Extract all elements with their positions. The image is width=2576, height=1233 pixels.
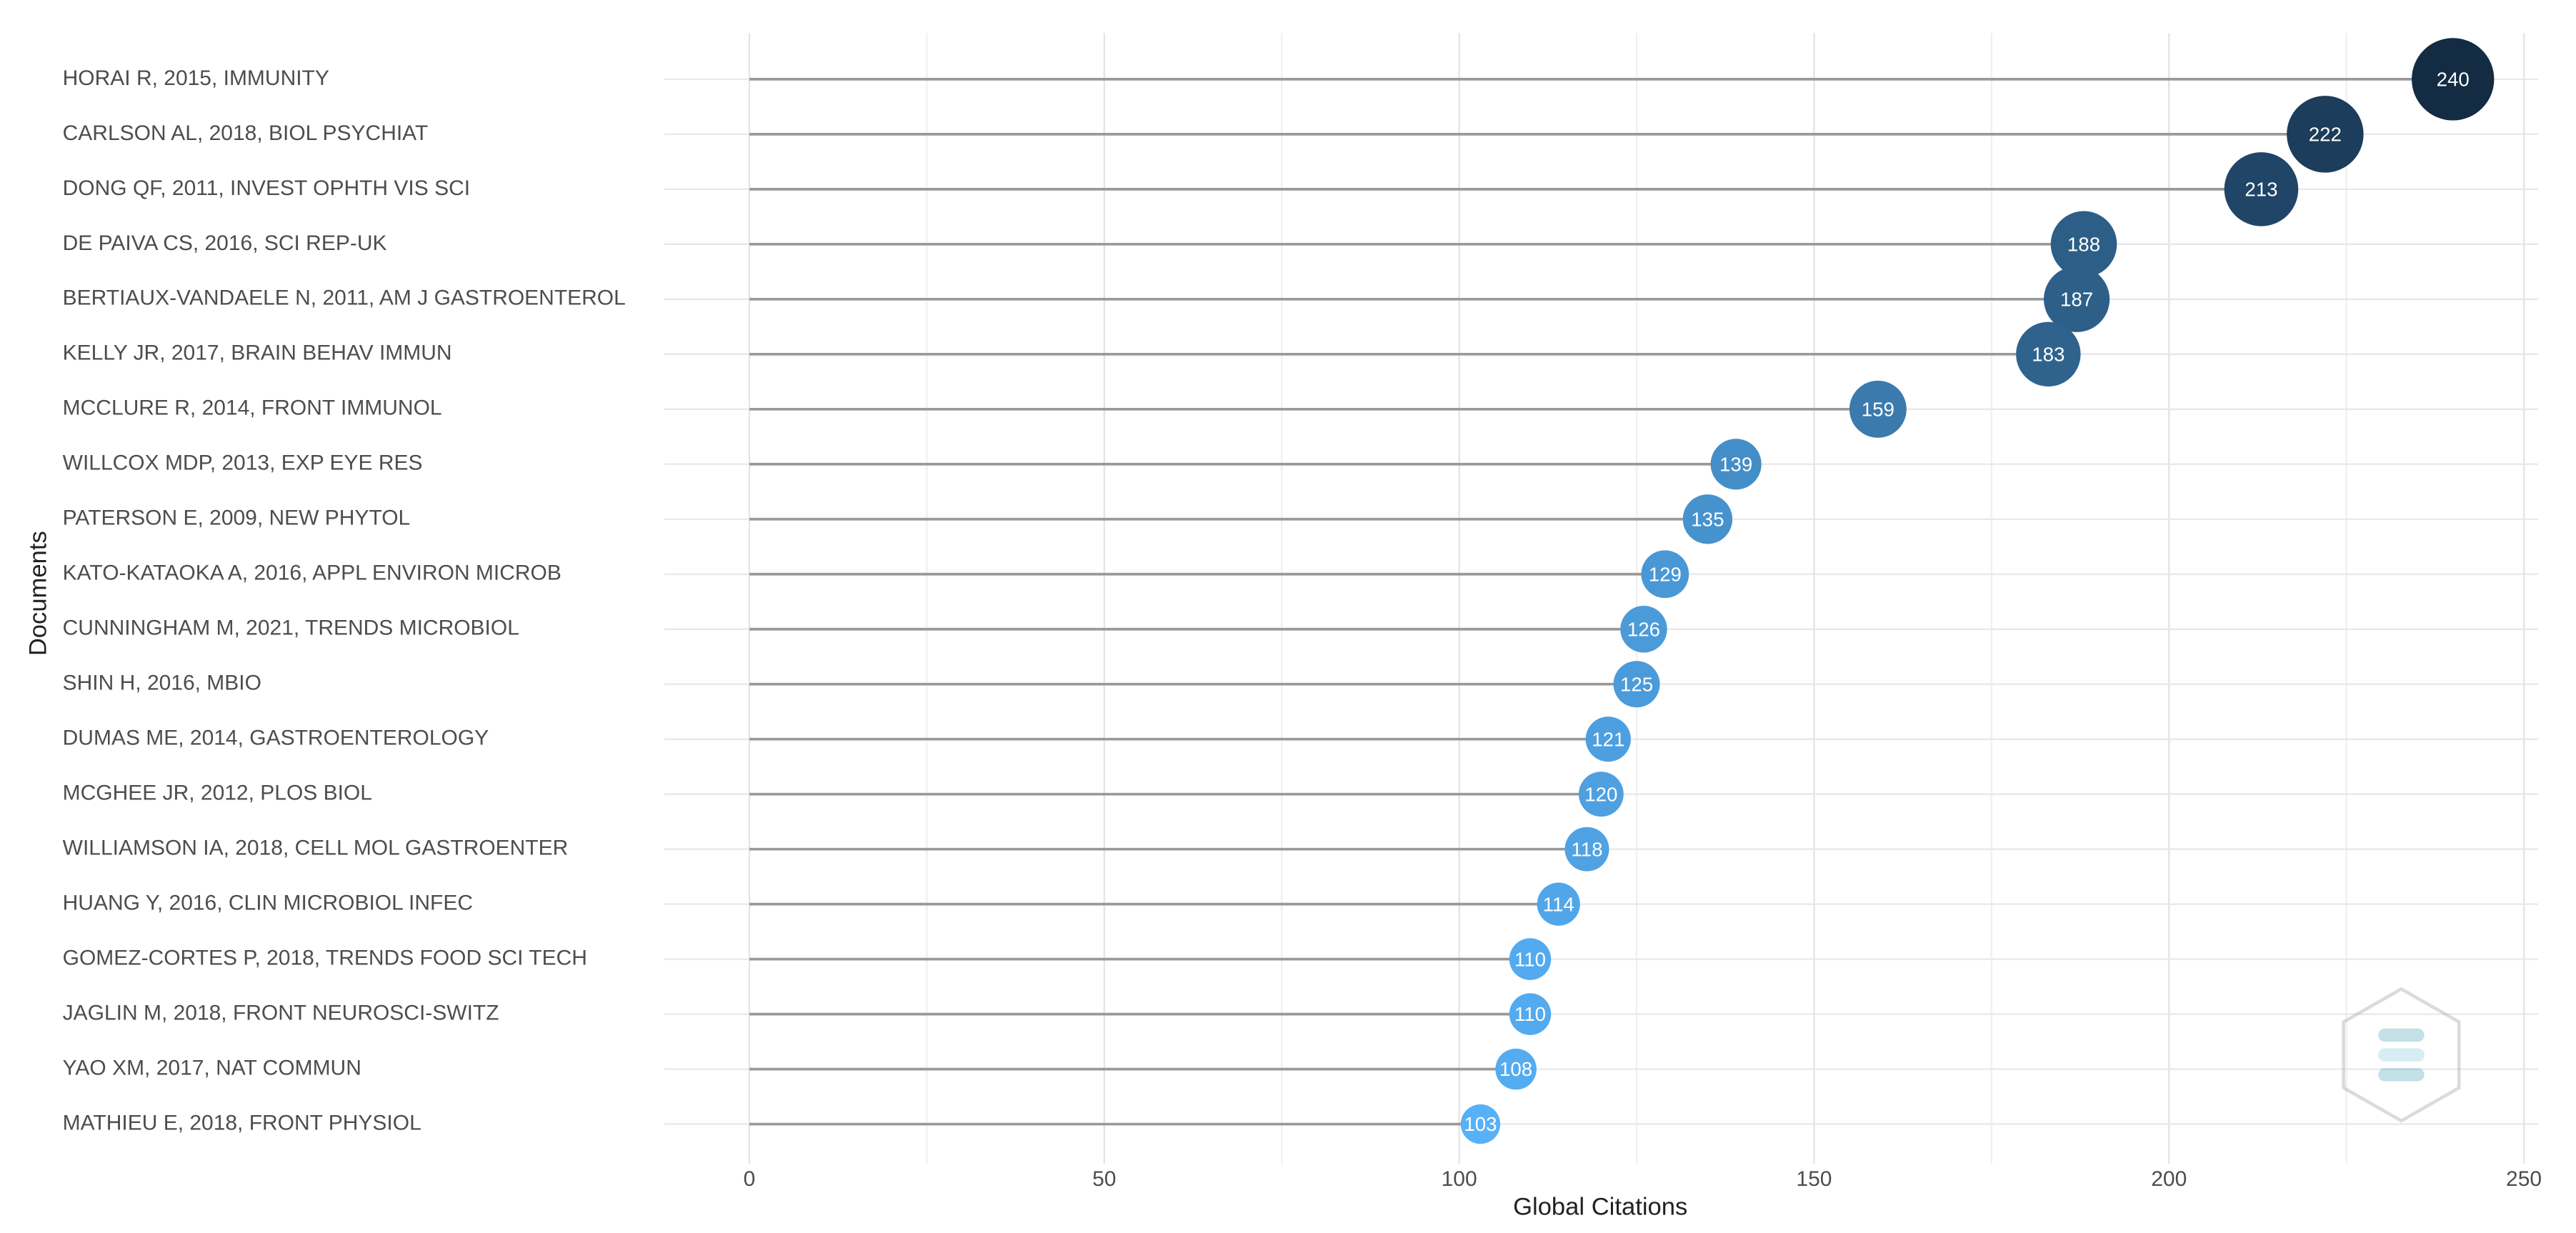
dot — [2412, 38, 2495, 121]
y-tick-label: MCCLURE R, 2014, FRONT IMMUNOL — [63, 396, 442, 420]
x-tick-label: 0 — [744, 1167, 756, 1191]
y-tick-label: BERTIAUX-VANDAELE N, 2011, AM J GASTROEN… — [63, 286, 626, 310]
value-label: 125 — [1620, 673, 1653, 695]
value-label: 110 — [1514, 1003, 1546, 1025]
dot — [2044, 266, 2110, 332]
dot — [1460, 1104, 1501, 1144]
dot — [1537, 882, 1580, 926]
dot — [2016, 321, 2081, 387]
value-label: 126 — [1627, 618, 1660, 640]
y-axis-title: Documents — [25, 531, 52, 656]
dot — [1585, 717, 1631, 762]
y-tick-label: KELLY JR, 2017, BRAIN BEHAV IMMUN — [63, 341, 452, 365]
dot — [1578, 772, 1624, 817]
value-label: 139 — [1719, 453, 1752, 475]
dot — [1710, 439, 1762, 490]
value-label: 183 — [2032, 343, 2065, 365]
value-label: 114 — [1543, 893, 1574, 915]
value-label: 103 — [1464, 1113, 1497, 1135]
value-label: 108 — [1499, 1058, 1532, 1080]
y-tick-label: MATHIEU E, 2018, FRONT PHYSIOL — [63, 1112, 421, 1135]
y-tick-label: YAO XM, 2017, NAT COMMUN — [63, 1057, 361, 1080]
dot — [2224, 152, 2299, 226]
dot — [1849, 380, 1907, 438]
y-tick-label: SHIN H, 2016, MBIO — [63, 672, 261, 695]
y-tick-label: WILLCOX MDP, 2013, EXP EYE RES — [63, 451, 423, 475]
value-label: 240 — [2437, 69, 2470, 91]
y-tick-label: MCGHEE JR, 2012, PLOS BIOL — [63, 782, 372, 805]
y-tick-label: HUANG Y, 2016, CLIN MICROBIOL INFEC — [63, 892, 473, 915]
value-label: 120 — [1584, 783, 1617, 805]
marks: HORAI R, 2015, IMMUNITY 240 CARLSON AL, 20… — [63, 38, 2495, 1144]
value-label: 118 — [1571, 838, 1602, 860]
dot — [1495, 1048, 1537, 1090]
y-tick-label: JAGLIN M, 2018, FRONT NEUROSCI-SWITZ — [63, 1002, 499, 1025]
x-axis-title: Global Citations — [1513, 1193, 1687, 1220]
value-label: 159 — [1862, 398, 1894, 420]
dot — [1613, 661, 1660, 708]
x-tick-label: 50 — [1092, 1167, 1116, 1191]
dot — [1620, 606, 1667, 653]
y-tick-label: KATO-KATAOKA A, 2016, APPL ENVIRON MICRO… — [63, 561, 561, 585]
value-label: 121 — [1592, 728, 1624, 750]
value-label: 222 — [2309, 123, 2342, 145]
dot — [1641, 550, 1689, 599]
value-label: 213 — [2245, 178, 2277, 200]
dot — [1564, 827, 1609, 872]
value-label: 135 — [1691, 508, 1724, 530]
dot — [1682, 494, 1733, 544]
dot — [2050, 211, 2117, 278]
value-label: 187 — [2060, 288, 2093, 310]
value-label: 110 — [1514, 948, 1546, 970]
y-tick-label: HORAI R, 2015, IMMUNITY — [63, 66, 329, 90]
y-tick-label: GOMEZ-CORTES P, 2018, TRENDS FOOD SCI TE… — [63, 947, 587, 970]
y-tick-label: CUNNINGHAM M, 2021, TRENDS MICROBIOL — [63, 616, 519, 640]
value-label: 129 — [1649, 563, 1682, 585]
dot — [1509, 938, 1552, 980]
logo — [2342, 987, 2461, 1123]
value-label: 188 — [2067, 233, 2100, 255]
y-tick-label: DE PAIVA CS, 2016, SCI REP-UK — [63, 231, 387, 255]
x-tick-label: 150 — [1796, 1167, 1832, 1191]
dot — [1509, 993, 1552, 1035]
y-tick-label: WILLIAMSON IA, 2018, CELL MOL GASTROENTE… — [63, 837, 569, 860]
y-tick-label: PATERSON E, 2009, NEW PHYTOL — [63, 506, 411, 530]
y-tick-label: DUMAS ME, 2014, GASTROENTEROLOGY — [63, 727, 489, 750]
y-tick-label: DONG QF, 2011, INVEST OPHTH VIS SCI — [63, 176, 470, 200]
x-tick-label: 250 — [2506, 1167, 2542, 1191]
dot — [2287, 96, 2364, 173]
y-tick-label: CARLSON AL, 2018, BIOL PSYCHIAT — [63, 121, 429, 145]
x-tick-label: 200 — [2151, 1167, 2187, 1191]
x-tick-label: 100 — [1442, 1167, 1477, 1191]
